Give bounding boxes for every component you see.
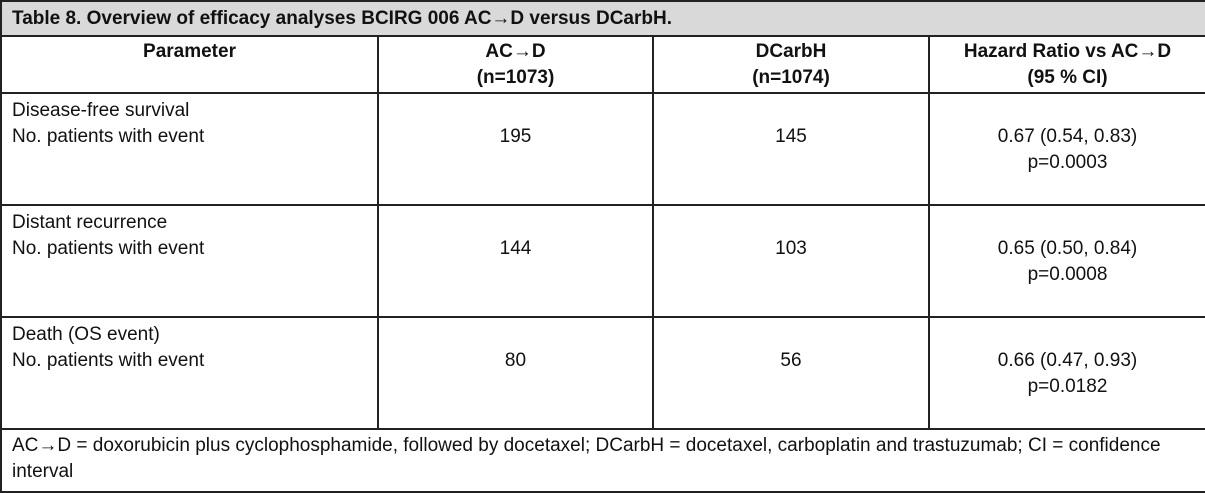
data-row: Distant recurrence No. patients with even… <box>0 204 1205 318</box>
value: 103 <box>775 238 807 259</box>
header-row: Parameter AC→D (n=1073) DCarbH (n=1074) Hazar… <box>0 35 1205 94</box>
value-cell: 195 <box>377 92 654 206</box>
parameter-line: No. patients with event <box>12 126 205 147</box>
header-cell: Parameter <box>0 35 379 94</box>
parameter-cell: Disease-free survival No. patients with e… <box>0 92 379 206</box>
parameter-line: No. patients with event <box>12 238 205 259</box>
parameter-line: No. patients with event <box>12 350 205 371</box>
footnote: AC→D = doxorubicin plus cyclophosphamide… <box>0 428 1205 493</box>
parameter-cell: Death (OS event) No. patients with event <box>0 316 379 430</box>
value: 145 <box>775 126 807 147</box>
value-cell: 144 <box>377 204 654 318</box>
header-line: (n=1074) <box>752 67 830 88</box>
header-line: Parameter <box>143 41 236 62</box>
data-row: Disease-free survival No. patients with e… <box>0 92 1205 206</box>
header-cell: DCarbH (n=1074) <box>652 35 930 94</box>
hazard-ratio-line: 0.66 (0.47, 0.93) <box>997 350 1138 371</box>
title-row: Table 8. Overview of efficacy analyses B… <box>0 0 1205 37</box>
hazard-ratio-line: p=0.0003 <box>1027 152 1108 173</box>
header-cell: AC→D (n=1073) <box>377 35 654 94</box>
parameter-line: Distant recurrence <box>12 212 168 233</box>
hazard-ratio-cell: 0.65 (0.50, 0.84) p=0.0008 <box>928 204 1205 318</box>
footnote-row: AC→D = doxorubicin plus cyclophosphamide… <box>0 428 1205 493</box>
value: 195 <box>499 126 532 147</box>
table-title: Table 8. Overview of efficacy analyses B… <box>0 0 1205 37</box>
header-line: Hazard Ratio vs AC→D <box>963 41 1172 62</box>
value-cell: 103 <box>652 204 930 318</box>
hazard-ratio-line: p=0.0008 <box>1027 264 1108 285</box>
hazard-ratio-cell: 0.67 (0.54, 0.83) p=0.0003 <box>928 92 1205 206</box>
hazard-ratio-line: p=0.0182 <box>1027 376 1108 397</box>
value: 80 <box>504 350 527 371</box>
header-cell: Hazard Ratio vs AC→D (95 % CI) <box>928 35 1205 94</box>
value: 56 <box>780 350 802 371</box>
data-row: Death (OS event) No. patients with event 8… <box>0 316 1205 430</box>
header-line: AC→D <box>485 41 546 62</box>
value-cell: 145 <box>652 92 930 206</box>
hazard-ratio-line: 0.67 (0.54, 0.83) <box>997 126 1138 147</box>
header-line: (n=1073) <box>476 67 555 88</box>
parameter-cell: Distant recurrence No. patients with even… <box>0 204 379 318</box>
value-cell: 80 <box>377 316 654 430</box>
hazard-ratio-cell: 0.66 (0.47, 0.93) p=0.0182 <box>928 316 1205 430</box>
header-line: (95 % CI) <box>1027 67 1108 88</box>
value: 144 <box>499 238 532 259</box>
value-cell: 56 <box>652 316 930 430</box>
parameter-line: Death (OS event) <box>12 324 160 345</box>
header-line: DCarbH <box>755 41 827 62</box>
hazard-ratio-line: 0.65 (0.50, 0.84) <box>997 238 1138 259</box>
parameter-line: Disease-free survival <box>12 100 190 121</box>
